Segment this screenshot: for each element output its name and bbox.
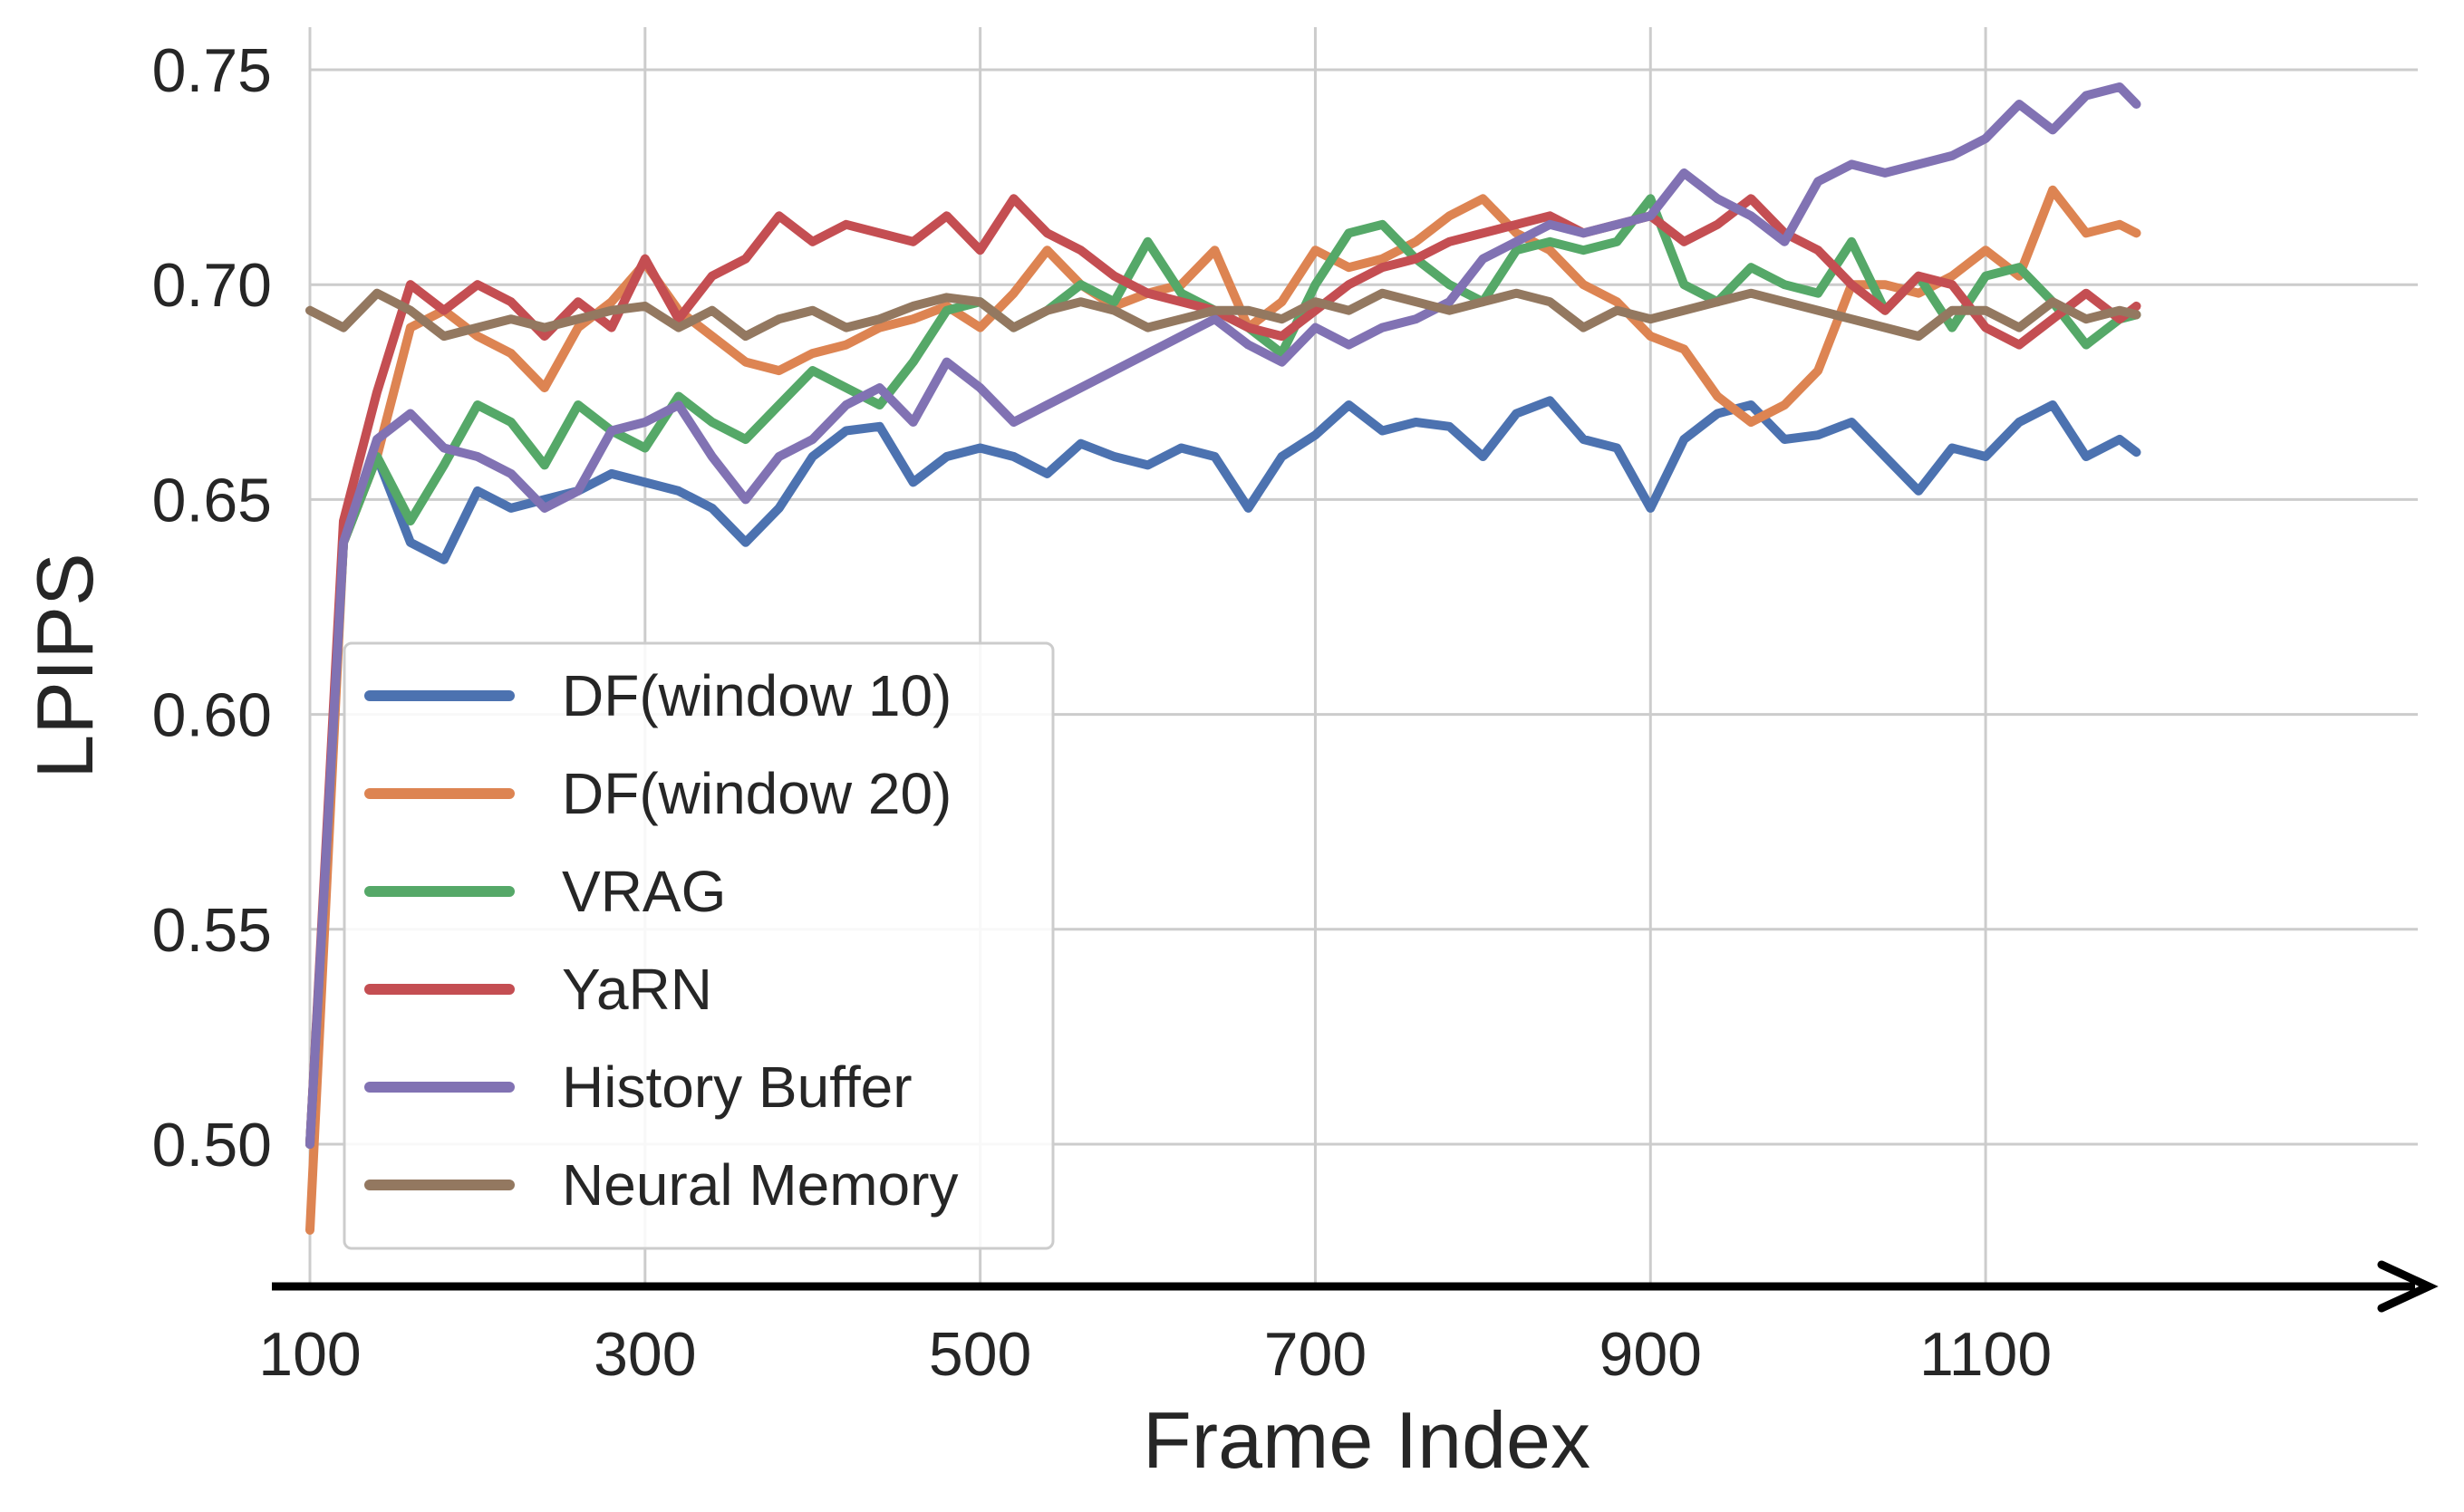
- legend-label: DF(window 10): [562, 663, 952, 728]
- y-tick-label: 0.60: [152, 681, 272, 750]
- y-tick-label: 0.65: [152, 466, 272, 534]
- series-line-2: [305, 185, 2141, 1235]
- x-tick-label: 500: [929, 1320, 1031, 1389]
- x-tick-label: 1100: [1919, 1320, 2052, 1389]
- legend-frame: [343, 641, 1055, 1250]
- legend-label: YaRN: [562, 957, 712, 1022]
- legend: DF(window 10) DF(window 20) VRAG YaRN Histor…: [343, 641, 1055, 1250]
- y-tick-label: 0.75: [152, 36, 272, 105]
- legend-label: DF(window 20): [562, 761, 952, 826]
- x-axis-arrowhead: [2377, 1260, 2439, 1313]
- series-line-6: [305, 288, 2141, 342]
- y-axis-title: LPIPS: [20, 553, 110, 778]
- series-line-4: [305, 194, 2141, 1149]
- tick-labels: 100 300 500 700 900 1100 0.50 0.55 0.60 0.65 0.70 0…: [152, 36, 2053, 1389]
- legend-label: VRAG: [562, 859, 726, 924]
- y-tick-label: 0.70: [152, 251, 272, 320]
- legend-label: History Buffer: [562, 1055, 913, 1120]
- y-tick-label: 0.55: [152, 896, 272, 965]
- legend-items: DF(window 10) DF(window 20) VRAG YaRN Histor…: [364, 663, 958, 1218]
- series-line-1: [305, 396, 2141, 1149]
- x-tick-label: 300: [594, 1320, 696, 1389]
- axes: [272, 1260, 2439, 1313]
- y-tick-label: 0.50: [152, 1111, 272, 1180]
- series-lines: [305, 82, 2141, 1235]
- series-line-5: [305, 82, 2141, 1149]
- x-axis-title: Frame Index: [1143, 1395, 1590, 1485]
- x-tick-label: 100: [258, 1320, 361, 1389]
- x-tick-label: 900: [1599, 1320, 1702, 1389]
- legend-label: Neural Memory: [562, 1152, 958, 1218]
- x-tick-label: 700: [1264, 1320, 1367, 1389]
